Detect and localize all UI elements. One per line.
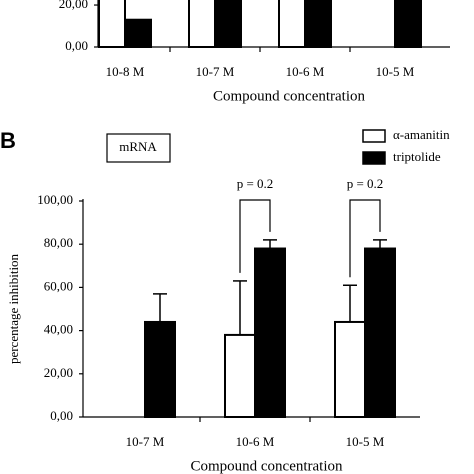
x-axis-label: Compound concentration [213, 88, 366, 104]
legend-label: α-amanitin [393, 127, 450, 142]
y-tick-label: 80,00 [44, 235, 73, 250]
bar [144, 320, 176, 418]
bar [334, 320, 366, 418]
title-box [106, 133, 171, 163]
y-axis-label: percentage inhibition [6, 253, 21, 364]
error-bar [263, 239, 277, 249]
legend-label: triptolide [393, 149, 441, 164]
x-tick-label: 10-5 M [376, 64, 415, 79]
y-tick-label: 60,00 [44, 278, 73, 293]
x-tick-label: 10-7 M [126, 434, 165, 449]
error-bar [233, 280, 247, 335]
bar [188, 0, 216, 49]
annotation: p = 0.2 [237, 176, 274, 191]
bar [98, 0, 126, 49]
legend-swatch [362, 129, 386, 143]
bar [304, 0, 332, 48]
bar [254, 247, 286, 418]
x-tick-label: 10-5 M [346, 434, 385, 449]
x-tick-label: 10-8 M [106, 64, 145, 79]
x-tick-label: 10-6 M [236, 434, 275, 449]
y-tick-label: 20,00 [59, 0, 88, 11]
panel-label: B [0, 128, 16, 153]
bar [214, 0, 242, 48]
error-bar [373, 239, 387, 249]
error-bar [343, 284, 357, 322]
y-tick-label: 40,00 [44, 322, 73, 337]
x-axis-label: Compound concentration [190, 458, 343, 474]
legend-swatch [362, 151, 386, 165]
y-tick-label: 20,00 [44, 365, 73, 380]
significance-bracket [239, 199, 271, 273]
bar [278, 0, 306, 49]
x-tick-label: 10-6 M [286, 64, 325, 79]
bar [224, 333, 256, 419]
x-tick-label: 10-7 M [196, 64, 235, 79]
chart-title: mRNA [119, 139, 157, 154]
bar [124, 18, 152, 48]
error-bar [153, 293, 167, 322]
annotation: p = 0.2 [347, 176, 384, 191]
bar [364, 247, 396, 418]
bar [394, 0, 422, 48]
y-tick-label: 0,00 [50, 408, 73, 423]
y-tick-label: 0,00 [65, 38, 88, 53]
significance-bracket [349, 199, 381, 278]
y-tick-label: 100,00 [37, 192, 73, 207]
